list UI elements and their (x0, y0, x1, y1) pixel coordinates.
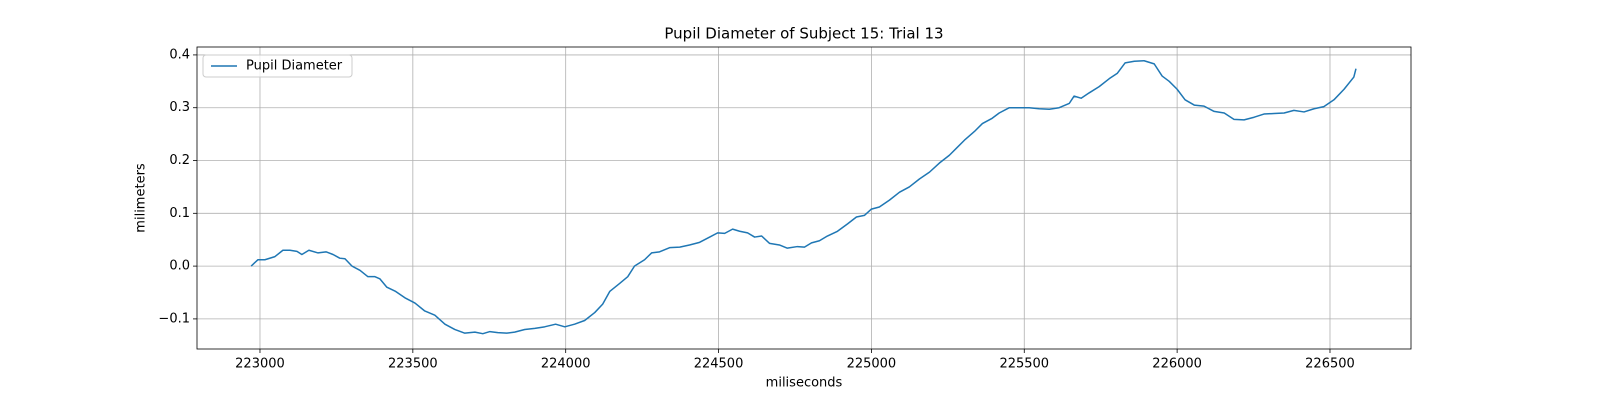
x-tick-label: 226000 (1152, 357, 1202, 372)
y-axis-label: milimeters (134, 163, 149, 233)
legend-label: Pupil Diameter (246, 59, 343, 74)
x-axis-label: miliseconds (766, 376, 843, 391)
data-line (250, 59, 1357, 335)
y-tick-label: 0.3 (169, 100, 190, 115)
plot-frame (196, 46, 1412, 350)
chart-title: Pupil Diameter of Subject 15: Trial 13 (664, 25, 943, 43)
y-tick-label: 0.1 (169, 206, 190, 221)
x-tick-label: 225000 (847, 357, 897, 372)
x-tick-label: 224500 (694, 357, 744, 372)
x-tick-label: 223000 (235, 357, 285, 372)
legend-box (202, 54, 353, 78)
x-tick-label: 223500 (388, 357, 438, 372)
x-tick-label: 224000 (541, 357, 591, 372)
y-tick-label: 0.0 (169, 259, 190, 274)
y-tick-label: 0.2 (169, 153, 190, 168)
x-tick-label: 226500 (1305, 357, 1355, 372)
x-tick-label: 225500 (999, 357, 1049, 372)
y-tick-label: −0.1 (158, 311, 190, 326)
y-tick-label: 0.4 (169, 47, 190, 62)
